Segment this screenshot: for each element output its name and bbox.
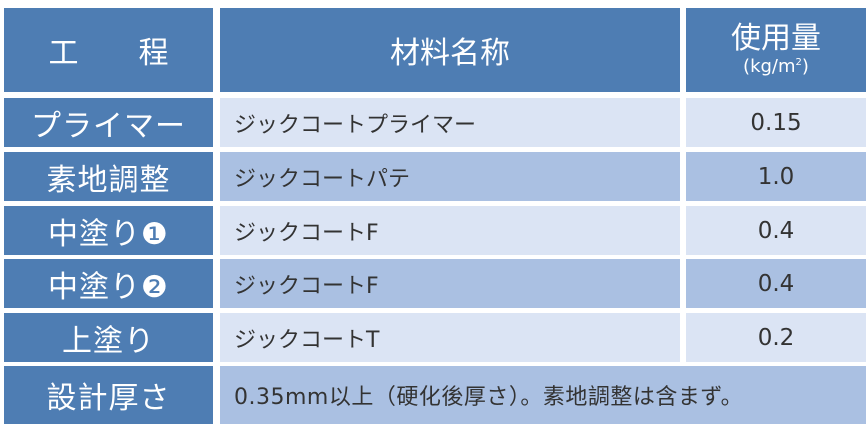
row-material: ジックコートF	[220, 259, 680, 308]
row-process: 上塗り	[4, 313, 213, 362]
row-amount: 1.0	[686, 152, 866, 201]
unit-sup: 2	[795, 57, 802, 68]
row-process: 中塗り❶	[4, 206, 213, 255]
row-material: ジックコートF	[220, 206, 680, 255]
unit-close: )	[801, 56, 809, 77]
row-process: プライマー	[4, 98, 213, 147]
row-amount: 0.15	[686, 98, 866, 147]
row-amount: 0.2	[686, 313, 866, 362]
row-material: ジックコートプライマー	[220, 98, 680, 147]
header-usage: 使用量 (kg/m2)	[686, 8, 866, 92]
row-material: ジックコートT	[220, 313, 680, 362]
footer-note: 0.35mm以上（硬化後厚さ）。素地調整は含まず。	[220, 366, 866, 424]
row-material: ジックコートパテ	[220, 152, 680, 201]
unit-text: (kg/m	[743, 56, 796, 77]
header-material: 材料名称	[220, 8, 680, 92]
row-process: 素地調整	[4, 152, 213, 201]
row-process: 中塗り❷	[4, 259, 213, 308]
header-process: 工 程	[4, 8, 213, 92]
row-amount: 0.4	[686, 259, 866, 308]
row-amount: 0.4	[686, 206, 866, 255]
header-usage-unit: (kg/m2)	[743, 58, 809, 76]
footer-label: 設計厚さ	[4, 366, 213, 424]
header-usage-label: 使用量	[731, 21, 821, 56]
